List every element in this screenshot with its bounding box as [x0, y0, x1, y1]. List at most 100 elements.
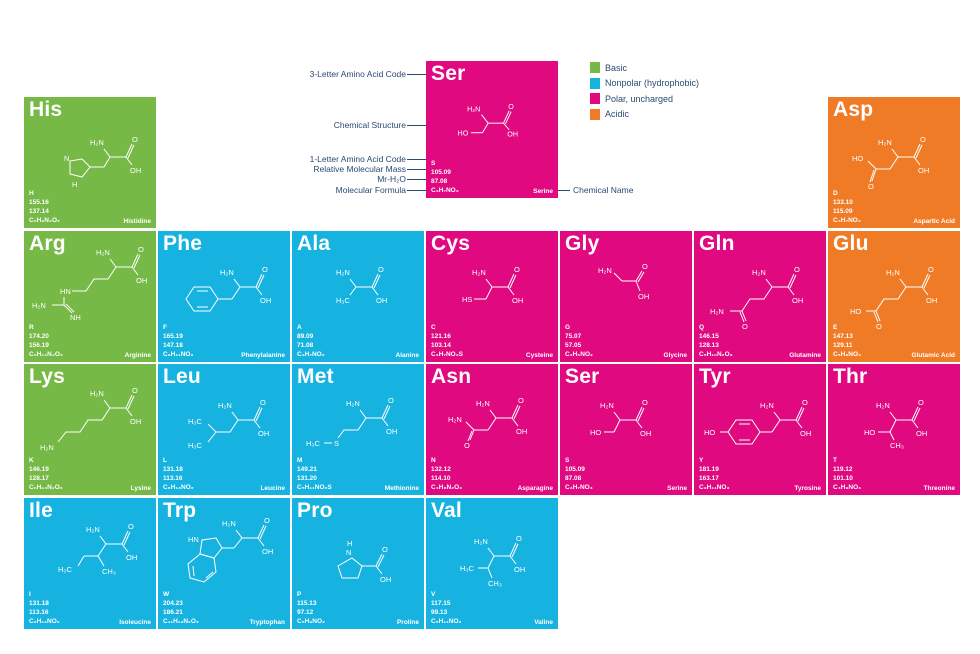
legend-item-polar: Polar, uncharged — [590, 91, 699, 107]
svg-text:OH: OH — [792, 296, 803, 305]
svg-text:OH: OH — [514, 565, 525, 574]
tile-mass: 149.21 — [297, 466, 317, 473]
tile-code3: Gln — [699, 232, 735, 255]
tile-code1: M — [297, 457, 303, 464]
svg-text:H₂N: H₂N — [90, 389, 104, 398]
legend-swatch-nonpolar — [590, 77, 600, 89]
tile-mass: 174.20 — [29, 333, 49, 340]
tile-info: F 165.19 147.18 C₉H₁₁NO₂ — [163, 323, 193, 359]
tile-info: N 132.12 114.10 C₄H₈N₂O₃ — [431, 456, 462, 492]
legend: Basic Nonpolar (hydrophobic) Polar, unch… — [590, 60, 699, 122]
tile-aspartic-acid: Asp H₂N O OH HO O D 133.10 115.09 C₄H₇NO… — [828, 97, 960, 228]
tile-code1: S — [565, 457, 570, 464]
svg-text:O: O — [518, 396, 524, 405]
tile-info: M 149.21 131.20 C₅H₁₁NO₂S — [297, 456, 332, 492]
serine-structure-icon: H₂N O OH HO — [458, 103, 518, 139]
tile-code1: T — [833, 457, 837, 464]
tile-tyrosine: Tyr H₂N O OH HO Y 181.19 163.17 C₉H₁₁NO₃… — [694, 364, 826, 495]
tile-code1: S — [431, 160, 436, 167]
svg-text:O: O — [132, 386, 138, 395]
tryptophan-structure-icon: H₂N O OH HN — [187, 516, 273, 583]
svg-text:H₃C: H₃C — [188, 441, 202, 450]
tile-code1: W — [163, 591, 170, 598]
tile-code3: His — [29, 98, 63, 121]
tile-mass: 132.12 — [431, 466, 451, 473]
tile-code1: R — [29, 324, 34, 331]
tile-name: Glycine — [663, 352, 687, 359]
svg-text:OH: OH — [916, 429, 927, 438]
svg-text:O: O — [876, 322, 882, 331]
tile-info: Q 146.15 128.13 C₅H₁₀N₂O₃ — [699, 323, 733, 359]
tile-code3: Tyr — [699, 365, 731, 388]
tile-code3: Asp — [833, 98, 874, 121]
tile-asparagine: Asn H₂N O OH H₂N O N 132.12 114.10 C₄H₈N… — [426, 364, 558, 495]
tile-leucine: Leu H₂N O OH H₃C H₃C L 131.18 113.16 C₆H… — [158, 364, 290, 495]
tile-info: P 115.13 97.12 C₅H₉NO₂ — [297, 590, 325, 626]
tile-formula: C₉H₁₁NO₂ — [163, 351, 194, 358]
svg-text:O: O — [918, 398, 924, 407]
svg-text:HS: HS — [462, 295, 472, 304]
tile-code1: H — [29, 190, 34, 197]
svg-text:O: O — [260, 398, 266, 407]
tile-residue-mass: 101.10 — [833, 475, 853, 482]
svg-text:O: O — [264, 516, 270, 525]
svg-text:O: O — [514, 265, 520, 274]
tile-info: S 105.09 87.08 C₃H₇NO₃ — [431, 159, 459, 195]
svg-text:OH: OH — [260, 296, 271, 305]
glutamic-acid-structure-icon: H₂N O OH HO O — [850, 265, 937, 331]
leucine-structure-icon: H₂N O OH H₃C H₃C — [188, 398, 269, 450]
tile-name: Alanine — [395, 352, 419, 359]
tile-residue-mass: 131.20 — [297, 475, 317, 482]
svg-text:OH: OH — [126, 553, 137, 562]
tile-formula: C₆H₁₃NO₂ — [29, 618, 60, 625]
tile-residue-mass: 71.08 — [297, 342, 314, 349]
tile-residue-mass: 114.10 — [431, 475, 451, 482]
callout-residue-mass: Mr-H₂O — [377, 174, 406, 184]
tile-residue-mass: 129.11 — [833, 342, 853, 349]
tile-alanine: Ala H₂N O OH H₃C A 89.09 71.08 C₃H₇NO₂ A… — [292, 231, 424, 362]
svg-text:H₂N: H₂N — [218, 401, 232, 410]
tile-residue-mass: 156.19 — [29, 342, 49, 349]
tile-code1: A — [297, 324, 302, 331]
tile-code3: Leu — [163, 365, 201, 388]
tile-formula: C₃H₇NO₃ — [565, 484, 593, 491]
tile-code1: N — [431, 457, 436, 464]
tile-formula: C₆H₉N₃O₂ — [29, 217, 60, 224]
tile-residue-mass: 128.17 — [29, 475, 49, 482]
tile-formula: C₅H₁₀N₂O₃ — [699, 351, 733, 358]
tile-name: Valine — [534, 619, 553, 626]
svg-text:H₃C: H₃C — [306, 439, 320, 448]
svg-text:HO: HO — [704, 428, 715, 437]
tile-info: E 147.13 129.11 C₅H₉NO₄ — [833, 323, 861, 359]
tile-code3: Phe — [163, 232, 203, 255]
tile-code1: Q — [699, 324, 705, 331]
callout-structure: Chemical Structure — [333, 120, 406, 130]
callout-code3: 3-Letter Amino Acid Code — [309, 69, 406, 79]
tile-residue-mass: 128.13 — [699, 342, 719, 349]
tile-info: D 133.10 115.09 C₄H₇NO₄ — [833, 189, 861, 225]
tile-name: Isoleucine — [119, 619, 151, 626]
svg-text:O: O — [642, 398, 648, 407]
tile-info: L 131.18 113.16 C₆H₁₃NO₂ — [163, 456, 194, 492]
tile-code1: Y — [699, 457, 704, 464]
methionine-structure-icon: H₂N O OH S H₃C — [306, 396, 397, 448]
tile-name: Glutamic Acid — [911, 352, 955, 359]
lysine-structure-icon: H₂N O OH H₂N — [40, 386, 141, 452]
tile-residue-mass: 103.14 — [431, 342, 451, 349]
svg-text:HO: HO — [864, 428, 875, 437]
svg-text:O: O — [508, 103, 514, 111]
tile-formula: C₃H₇NO₂S — [431, 351, 463, 358]
svg-text:O: O — [138, 245, 144, 254]
svg-text:H₂N: H₂N — [96, 248, 110, 257]
tile-residue-mass: 147.18 — [163, 342, 183, 349]
tile-serine: Ser H₂N O OH HO S 105.09 87.08 C₃H₇NO₃ S… — [560, 364, 692, 495]
tile-info: V 117.15 99.13 C₅H₁₁NO₂ — [431, 590, 461, 626]
svg-text:H₂N: H₂N — [40, 443, 54, 452]
svg-text:H₃C: H₃C — [188, 417, 202, 426]
svg-text:N: N — [64, 154, 69, 163]
legend-label: Acidic — [605, 109, 630, 120]
callout-line — [407, 74, 426, 75]
tile-mass: 146.19 — [29, 466, 49, 473]
tile-name: Histidine — [123, 218, 151, 225]
svg-text:H₂N: H₂N — [474, 537, 488, 546]
